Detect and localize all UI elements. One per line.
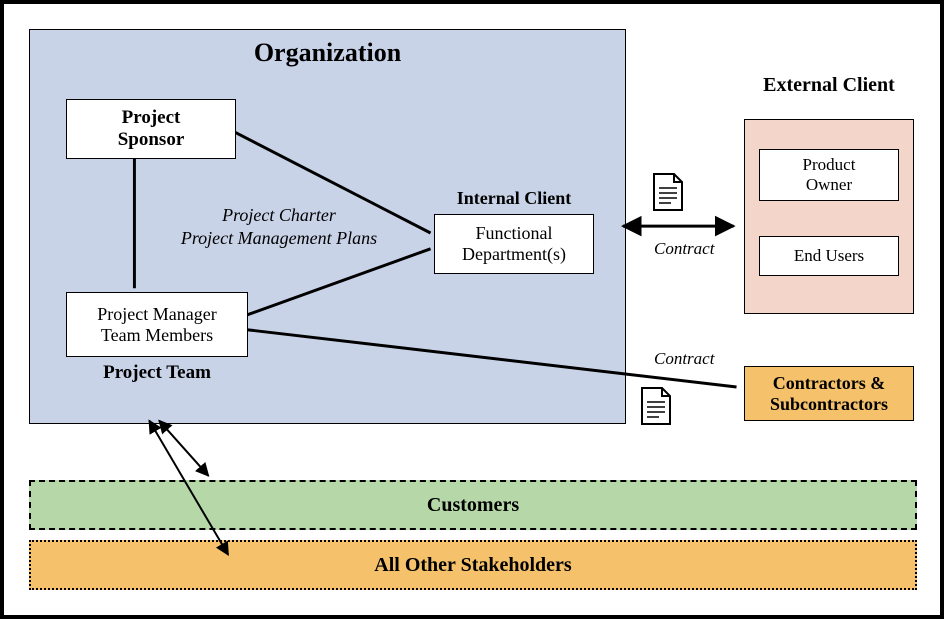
product-owner-box: Product Owner	[759, 149, 899, 201]
stakeholders-region: All Other Stakeholders	[29, 540, 917, 590]
contract-label-2: Contract	[654, 349, 714, 369]
internal-client-line2: Department(s)	[462, 244, 566, 265]
contract-label-1: Contract	[654, 239, 714, 259]
project-sponsor-line1: Project	[122, 107, 181, 129]
project-manager-line2: Team Members	[101, 325, 213, 346]
customers-title: Customers	[427, 494, 519, 517]
product-owner-line1: Product	[803, 155, 856, 175]
contractors-box: Contractors & Subcontractors	[744, 366, 914, 421]
diagram-frame: Organization External Client Customers A…	[0, 0, 944, 619]
product-owner-line2: Owner	[806, 175, 852, 195]
internal-client-line1: Functional	[476, 223, 553, 244]
contractors-line2: Subcontractors	[770, 394, 888, 415]
document-icon	[652, 172, 684, 212]
external-client-title: External Client	[744, 74, 914, 96]
end-users-line1: End Users	[794, 246, 864, 266]
charter-annotation: Project Charter Project Management Plans	[139, 204, 419, 249]
organization-title: Organization	[30, 38, 625, 68]
document-icon	[640, 386, 672, 426]
end-users-box: End Users	[759, 236, 899, 276]
stakeholders-title: All Other Stakeholders	[374, 554, 571, 577]
project-sponsor-line2: Sponsor	[118, 129, 185, 151]
project-sponsor-box: Project Sponsor	[66, 99, 236, 159]
project-manager-line1: Project Manager	[97, 304, 216, 325]
project-manager-box: Project Manager Team Members	[66, 292, 248, 357]
project-team-label: Project Team	[66, 362, 248, 384]
charter-line1: Project Charter	[139, 204, 419, 227]
internal-client-title: Internal Client	[434, 188, 594, 209]
internal-client-box: Functional Department(s)	[434, 214, 594, 274]
contractors-line1: Contractors &	[773, 373, 885, 394]
charter-line2: Project Management Plans	[139, 227, 419, 250]
customers-region: Customers	[29, 480, 917, 530]
